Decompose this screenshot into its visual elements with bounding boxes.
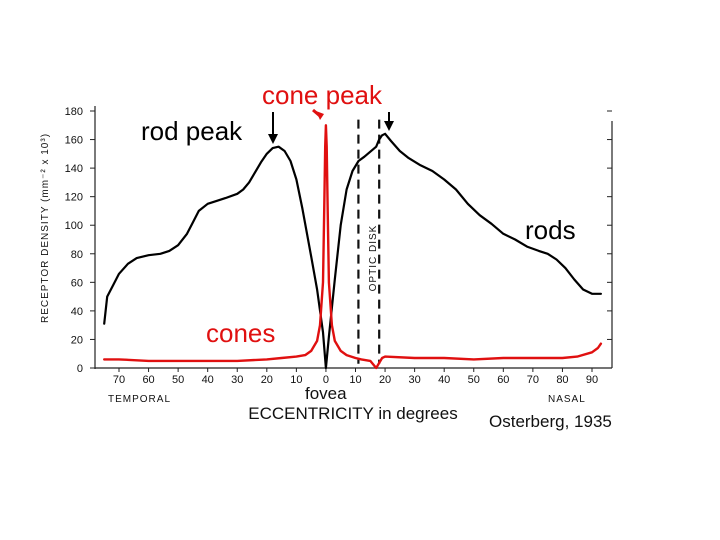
rod-peak-arrow bbox=[268, 112, 278, 144]
x-tick-label: 30 bbox=[409, 374, 421, 386]
nasal-rod-peak-arrow bbox=[384, 112, 394, 131]
y-tick-label: 40 bbox=[71, 306, 83, 318]
plot-frame bbox=[94, 106, 613, 369]
citation-label: Osterberg, 1935 bbox=[489, 412, 612, 431]
x-tick-label: 60 bbox=[142, 374, 154, 386]
x-tick-label: 40 bbox=[438, 374, 450, 386]
x-tick-label: 40 bbox=[202, 374, 214, 386]
rod-peak-label: rod peak bbox=[141, 116, 243, 146]
rods-label: rods bbox=[525, 215, 576, 245]
x-tick-label: 0 bbox=[323, 374, 329, 386]
cones-line bbox=[103, 124, 603, 370]
y-axis-ticks: 0 20 40 60 80 100 120 140 160 180 bbox=[65, 106, 612, 375]
y-tick-label: 160 bbox=[65, 135, 83, 147]
temporal-label: TEMPORAL bbox=[108, 394, 171, 405]
nasal-label: NASAL bbox=[548, 394, 586, 405]
x-tick-label: 70 bbox=[527, 374, 539, 386]
cones-label: cones bbox=[206, 318, 275, 348]
cone-peak-label: cone peak bbox=[262, 80, 383, 110]
x-tick-label: 20 bbox=[261, 374, 273, 386]
x-tick-label: 80 bbox=[556, 374, 568, 386]
optic-disk-label: OPTIC DISK bbox=[368, 225, 379, 292]
x-tick-label: 50 bbox=[468, 374, 480, 386]
x-tick-label: 10 bbox=[349, 374, 361, 386]
rods-line bbox=[103, 132, 602, 370]
x-axis-label: ECCENTRICITY in degrees bbox=[248, 404, 457, 423]
y-tick-label: 80 bbox=[71, 249, 83, 261]
y-tick-label: 60 bbox=[71, 277, 83, 289]
cone-peak-arrow bbox=[312, 108, 324, 120]
x-tick-label: 60 bbox=[497, 374, 509, 386]
fovea-label: fovea bbox=[305, 384, 347, 403]
y-tick-label: 180 bbox=[65, 106, 83, 118]
y-tick-label: 0 bbox=[77, 363, 83, 375]
y-tick-label: 100 bbox=[65, 220, 83, 232]
annotations: RECEPTOR DENSITY (mm⁻² x 10³) ECCENTRICI… bbox=[40, 80, 612, 431]
y-axis-label: RECEPTOR DENSITY (mm⁻² x 10³) bbox=[40, 133, 51, 323]
x-tick-label: 50 bbox=[172, 374, 184, 386]
x-axis-ticks: 70 60 50 40 30 20 10 0 10 20 30 40 50 60 70 80 90 bbox=[113, 368, 598, 386]
x-tick-label: 20 bbox=[379, 374, 391, 386]
x-tick-label: 70 bbox=[113, 374, 125, 386]
x-tick-label: 90 bbox=[586, 374, 598, 386]
x-tick-label: 10 bbox=[290, 374, 302, 386]
data-series bbox=[103, 124, 603, 370]
y-tick-label: 120 bbox=[65, 192, 83, 204]
optic-disc bbox=[357, 119, 381, 364]
x-tick-label: 30 bbox=[231, 374, 243, 386]
y-tick-label: 140 bbox=[65, 163, 83, 175]
y-tick-label: 20 bbox=[71, 334, 83, 346]
